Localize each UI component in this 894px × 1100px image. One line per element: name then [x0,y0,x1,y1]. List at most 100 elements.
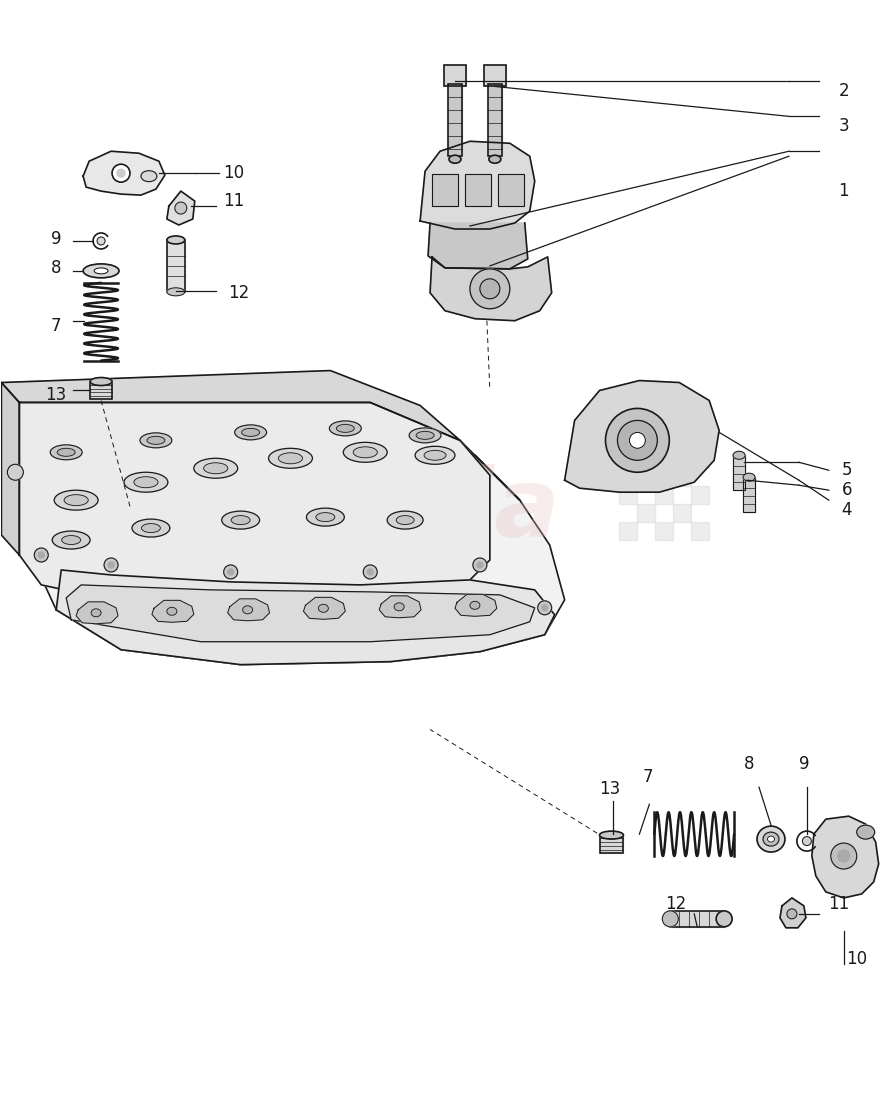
Bar [673,504,691,522]
Polygon shape [780,898,805,927]
Text: 7: 7 [642,768,653,786]
Ellipse shape [141,524,160,532]
Bar [498,174,524,206]
Bar [733,455,745,491]
Polygon shape [428,223,527,268]
Ellipse shape [489,155,501,163]
Text: 3: 3 [839,118,849,135]
Polygon shape [565,381,719,492]
Polygon shape [76,602,118,624]
Bar [90,382,112,399]
Text: 1: 1 [839,183,849,200]
Ellipse shape [278,453,302,464]
Ellipse shape [64,495,89,506]
Polygon shape [152,601,194,623]
Circle shape [112,164,130,183]
Polygon shape [56,570,554,664]
Circle shape [787,909,797,918]
Circle shape [224,565,238,579]
Bar [444,65,466,87]
Text: 9: 9 [798,756,809,773]
Ellipse shape [416,431,434,439]
Ellipse shape [307,508,344,526]
Ellipse shape [50,444,82,460]
Bar [620,486,637,504]
Ellipse shape [343,442,387,462]
Circle shape [838,850,849,862]
Polygon shape [228,598,270,620]
Text: 2: 2 [839,82,849,100]
Ellipse shape [716,911,732,927]
Ellipse shape [83,264,119,278]
Ellipse shape [409,428,441,443]
Ellipse shape [449,155,461,163]
Ellipse shape [94,268,108,274]
Ellipse shape [147,437,164,444]
Bar [465,174,491,206]
Polygon shape [420,141,535,229]
Circle shape [34,548,48,562]
Text: 8: 8 [744,756,755,773]
Bar [691,486,709,504]
Ellipse shape [757,826,785,852]
Text: 12: 12 [664,895,686,913]
Bar [488,85,502,156]
Circle shape [363,565,377,579]
Text: 10: 10 [224,164,244,183]
Ellipse shape [394,603,404,611]
Text: 13: 13 [599,780,620,799]
Text: 12: 12 [228,284,249,301]
Ellipse shape [733,451,745,460]
Ellipse shape [62,536,80,544]
Bar [465,174,491,206]
Text: 9: 9 [51,230,62,248]
Circle shape [38,552,45,558]
Bar [600,835,623,854]
Bar [691,450,709,469]
Text: 4: 4 [841,502,852,519]
Ellipse shape [316,513,335,521]
Bar [432,174,458,206]
Polygon shape [167,191,195,225]
Ellipse shape [396,516,414,525]
Text: 13: 13 [46,386,67,405]
Ellipse shape [140,433,172,448]
Text: 11: 11 [828,895,849,913]
Bar [432,174,458,206]
Ellipse shape [167,236,185,244]
Ellipse shape [470,602,480,609]
Circle shape [117,169,125,177]
Ellipse shape [387,512,423,529]
Polygon shape [26,416,565,664]
Ellipse shape [856,825,874,839]
Bar [448,85,462,156]
Ellipse shape [241,428,259,437]
Bar [733,455,745,491]
Ellipse shape [134,476,158,487]
Circle shape [473,558,487,572]
Bar [448,85,462,156]
Circle shape [477,562,483,568]
Circle shape [7,464,23,481]
Bar [743,477,755,513]
Circle shape [831,843,856,869]
Ellipse shape [743,473,755,481]
Text: al: al [136,463,235,557]
Bar [498,174,524,206]
Polygon shape [303,597,345,619]
Bar [484,65,506,87]
Bar [444,65,466,87]
Ellipse shape [662,911,679,927]
Bar [673,469,691,486]
Polygon shape [20,403,519,500]
Bar [600,835,623,854]
Polygon shape [379,596,421,618]
Ellipse shape [232,516,250,525]
Text: 5: 5 [841,461,852,480]
Circle shape [175,202,187,215]
Text: 6: 6 [841,481,852,499]
Bar [670,911,724,927]
Circle shape [605,408,670,472]
Bar [655,450,673,469]
Bar [167,240,185,292]
